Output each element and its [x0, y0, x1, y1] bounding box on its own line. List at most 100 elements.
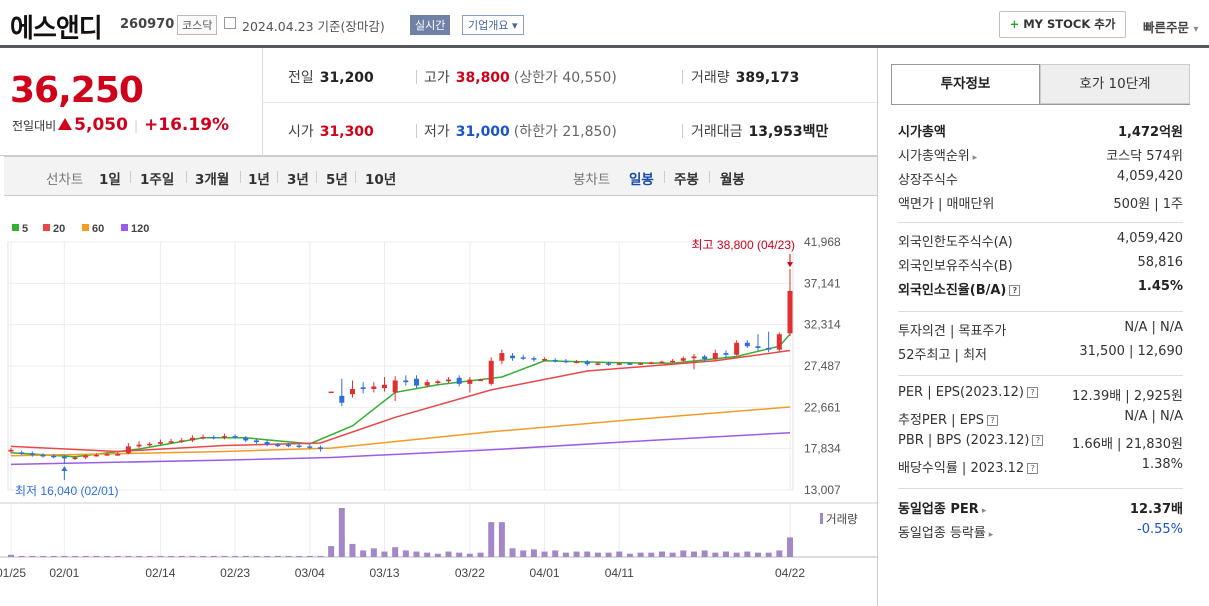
- info-row-label: 액면가 | 매매단위: [898, 197, 995, 212]
- info-row-value: 500원 | 1주: [1113, 197, 1183, 212]
- tab-3m[interactable]: 3개월: [195, 172, 230, 188]
- candle-body: [680, 358, 686, 361]
- candle-body: [659, 361, 665, 364]
- volume-bar: [787, 537, 793, 557]
- help-icon[interactable]: ?: [1027, 463, 1039, 474]
- info-row: PBR | BPS (2023.12)? 1.66배 | 21,830원: [898, 433, 1183, 455]
- lower-limit: (하한가 21,850): [513, 124, 617, 140]
- chevron-right-icon[interactable]: ▸: [985, 530, 994, 540]
- quick-order-menu[interactable]: 빠른주문 ▾: [1143, 17, 1198, 36]
- candle-body: [40, 454, 46, 457]
- info-row-label: 52주최고 | 최저: [898, 348, 987, 363]
- volume-bar: [765, 552, 772, 557]
- volume-bar: [136, 555, 143, 557]
- volume-bar: [413, 551, 420, 557]
- help-icon[interactable]: ?: [1009, 285, 1021, 296]
- realtime-button[interactable]: 실시간: [410, 15, 451, 35]
- trade-value-unit: 백만: [802, 124, 829, 140]
- tab-investment-info[interactable]: 투자정보: [891, 64, 1040, 104]
- plus-icon: +: [1009, 17, 1020, 31]
- volume-bar: [381, 551, 388, 557]
- current-price: 36,250: [10, 70, 144, 111]
- chevron-right-icon[interactable]: ▸: [978, 506, 987, 516]
- volume-bar: [178, 555, 185, 557]
- candle-body: [307, 446, 313, 448]
- candle-body: [317, 447, 323, 449]
- company-overview-label: 기업개요: [468, 19, 509, 32]
- candle-body: [93, 454, 99, 457]
- candle-body: [285, 444, 291, 447]
- volume-bar: [338, 508, 345, 557]
- info-row-label: 배당수익률 | 2023.12?: [898, 457, 1039, 476]
- info-row-value: 1.45%: [1137, 279, 1183, 294]
- tab-1w[interactable]: 1주일: [140, 172, 175, 188]
- candle-body: [179, 440, 185, 442]
- candle-body: [83, 455, 89, 458]
- candle-body: [766, 347, 772, 350]
- x-tick-label: 03/04: [295, 566, 325, 580]
- ma-line-5: [10, 333, 791, 458]
- help-icon[interactable]: ?: [986, 415, 998, 426]
- candle-body: [776, 334, 782, 350]
- help-icon[interactable]: ?: [1026, 387, 1038, 398]
- volume-bar: [370, 548, 377, 557]
- candle-body: [488, 360, 494, 384]
- volume-bar: [776, 550, 783, 557]
- volume-bar: [306, 555, 313, 557]
- x-tick-label: 04/11: [605, 566, 634, 580]
- tab-daily[interactable]: 일봉: [629, 172, 654, 188]
- trade-value-label: 거래대금: [691, 124, 743, 140]
- x-tick-label: 01/25: [0, 566, 26, 580]
- tab-weekly[interactable]: 주봉: [674, 172, 699, 188]
- x-tick-label: 04/22: [775, 566, 805, 580]
- volume-bar: [648, 552, 655, 557]
- volume-bar: [733, 552, 740, 557]
- y-tick-label: 41,968: [804, 235, 841, 249]
- info-row: 투자의견 | 목표주가 N/A | N/A: [898, 320, 1183, 342]
- volume-bar: [434, 553, 441, 557]
- info-row-label: PBR | BPS (2023.12)?: [898, 433, 1044, 448]
- stock-header: 에스앤디 260970 코스닥 2024.04.23 기준(장마감) 실시간 기…: [0, 0, 1209, 48]
- candle-body: [189, 437, 195, 441]
- tab-orderbook-10[interactable]: 호가 10단계: [1040, 64, 1190, 104]
- candle-chart-label: 봉차트: [573, 172, 611, 188]
- help-icon[interactable]: ?: [1032, 435, 1044, 446]
- candle-body: [734, 342, 740, 355]
- volume-bar: [541, 551, 548, 557]
- volume-bar: [402, 550, 409, 557]
- volume-bar: [669, 552, 676, 557]
- tab-3y[interactable]: 3년: [287, 172, 309, 188]
- candle-body: [392, 380, 398, 393]
- my-stock-add-button[interactable]: + MY STOCK 추가: [999, 11, 1126, 38]
- candle-body: [211, 436, 217, 439]
- volume-bar: [242, 555, 249, 557]
- legend-label: 20: [53, 223, 65, 235]
- volume-bar: [221, 555, 228, 557]
- tab-10y[interactable]: 10년: [365, 172, 397, 188]
- company-overview-dropdown[interactable]: 기업개요 ▾: [462, 15, 524, 35]
- candle-body: [542, 359, 548, 361]
- volume-bar: [754, 552, 761, 557]
- tab-1y[interactable]: 1년: [248, 172, 270, 188]
- candle-body: [744, 342, 750, 347]
- x-tick-label: 04/01: [530, 566, 560, 580]
- tab-monthly[interactable]: 월봉: [720, 172, 745, 188]
- tab-1d[interactable]: 1일: [99, 172, 121, 188]
- candle-body: [606, 363, 612, 365]
- trade-value-number: 13,953: [748, 124, 803, 140]
- chevron-right-icon[interactable]: ▸: [969, 153, 978, 163]
- candle-body: [552, 359, 558, 362]
- volume-bar: [317, 555, 324, 557]
- tab-5y[interactable]: 5년: [326, 172, 348, 188]
- candle-body: [296, 445, 302, 448]
- volume-bar: [189, 555, 196, 557]
- ma-line-20: [10, 349, 791, 453]
- volume-bar: [445, 551, 452, 557]
- trade-value: 거래대금 13,953백만: [691, 121, 828, 141]
- volume-bar: [690, 551, 697, 557]
- investment-info-panel: 투자정보 호가 10단계 시가총액 1,472억원 시가총액순위 ▸ 코스닥 574위…: [891, 64, 1190, 574]
- candle-body: [275, 444, 281, 447]
- candle-body: [403, 380, 409, 383]
- info-row: 시가총액 1,472억원: [898, 121, 1183, 143]
- candle-body: [595, 363, 601, 365]
